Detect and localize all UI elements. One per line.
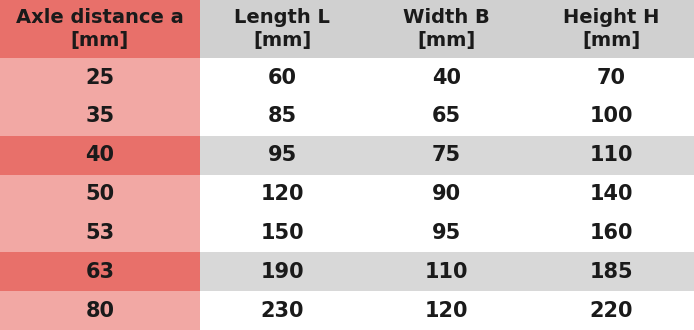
Text: 220: 220	[590, 301, 633, 320]
Text: 190: 190	[260, 262, 304, 282]
Text: 85: 85	[268, 107, 296, 126]
Bar	[364, 291, 529, 330]
Text: Height H
[mm]: Height H [mm]	[564, 8, 659, 50]
Text: 230: 230	[260, 301, 304, 320]
Bar	[200, 252, 364, 291]
Bar	[0, 58, 200, 97]
Bar	[529, 175, 694, 214]
Bar	[364, 58, 529, 97]
Bar	[364, 136, 529, 175]
Bar	[200, 291, 364, 330]
Text: Width B
[mm]: Width B [mm]	[403, 8, 490, 50]
Bar	[529, 0, 694, 58]
Bar	[529, 214, 694, 252]
Bar	[200, 97, 364, 136]
Text: 150: 150	[260, 223, 304, 243]
Text: 40: 40	[432, 68, 461, 88]
Bar	[0, 175, 200, 214]
Bar	[0, 0, 200, 58]
Bar	[200, 136, 364, 175]
Text: 95: 95	[432, 223, 462, 243]
Bar	[0, 136, 200, 175]
Bar	[200, 58, 364, 97]
Text: 185: 185	[590, 262, 633, 282]
Text: 60: 60	[268, 68, 296, 88]
Text: 95: 95	[267, 145, 297, 165]
Text: 110: 110	[590, 145, 633, 165]
Text: 90: 90	[432, 184, 461, 204]
Text: 110: 110	[425, 262, 468, 282]
Bar	[0, 291, 200, 330]
Bar	[0, 214, 200, 252]
Text: 160: 160	[590, 223, 633, 243]
Text: 40: 40	[85, 145, 115, 165]
Text: Length L
[mm]: Length L [mm]	[234, 8, 330, 50]
Bar	[529, 58, 694, 97]
Text: 120: 120	[425, 301, 468, 320]
Bar	[0, 252, 200, 291]
Bar	[364, 97, 529, 136]
Text: 80: 80	[85, 301, 115, 320]
Bar	[200, 0, 364, 58]
Bar	[0, 97, 200, 136]
Bar	[200, 175, 364, 214]
Bar	[364, 214, 529, 252]
Bar	[364, 252, 529, 291]
Text: 100: 100	[590, 107, 633, 126]
Bar	[529, 252, 694, 291]
Text: 63: 63	[85, 262, 115, 282]
Text: 120: 120	[260, 184, 304, 204]
Text: 75: 75	[432, 145, 461, 165]
Text: 25: 25	[85, 68, 115, 88]
Bar	[529, 97, 694, 136]
Bar	[364, 0, 529, 58]
Bar	[200, 214, 364, 252]
Text: 35: 35	[85, 107, 115, 126]
Bar	[364, 175, 529, 214]
Text: 70: 70	[597, 68, 626, 88]
Bar	[529, 291, 694, 330]
Bar	[529, 136, 694, 175]
Text: Axle distance a
[mm]: Axle distance a [mm]	[16, 8, 184, 50]
Text: 53: 53	[85, 223, 115, 243]
Text: 50: 50	[85, 184, 115, 204]
Text: 140: 140	[590, 184, 633, 204]
Text: 65: 65	[432, 107, 461, 126]
